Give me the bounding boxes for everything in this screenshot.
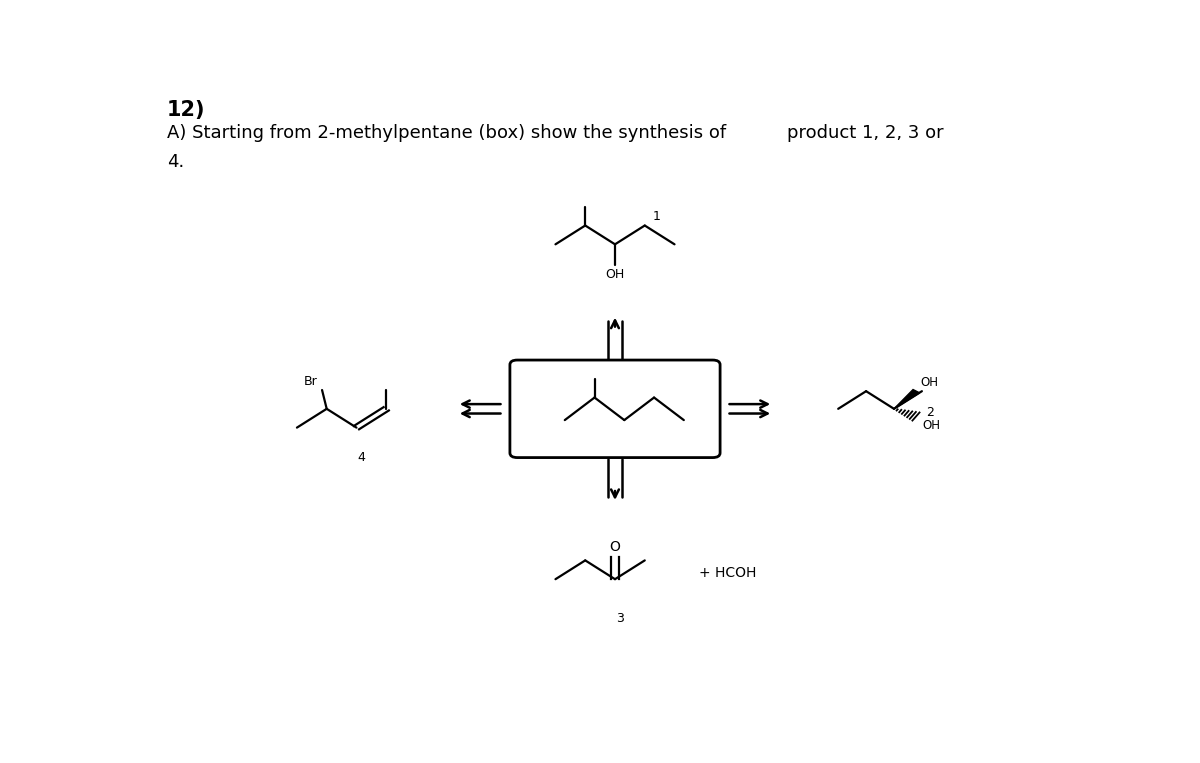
Text: OH: OH (923, 420, 941, 433)
Text: 2: 2 (926, 406, 935, 419)
Text: O: O (610, 540, 620, 554)
Text: product 1, 2, 3 or: product 1, 2, 3 or (787, 124, 943, 142)
Text: A) Starting from 2-methylpentane (box) show the synthesis of: A) Starting from 2-methylpentane (box) s… (167, 124, 726, 142)
Text: OH: OH (920, 376, 938, 389)
Text: 12): 12) (167, 101, 205, 121)
Text: Br: Br (304, 375, 317, 388)
Polygon shape (894, 390, 919, 409)
FancyBboxPatch shape (510, 360, 720, 458)
Text: 4.: 4. (167, 153, 184, 171)
Text: 3: 3 (616, 611, 624, 624)
Text: 4: 4 (358, 451, 365, 464)
Text: + HCOH: + HCOH (698, 566, 756, 581)
Text: OH: OH (605, 268, 625, 281)
Text: 1: 1 (653, 210, 660, 223)
